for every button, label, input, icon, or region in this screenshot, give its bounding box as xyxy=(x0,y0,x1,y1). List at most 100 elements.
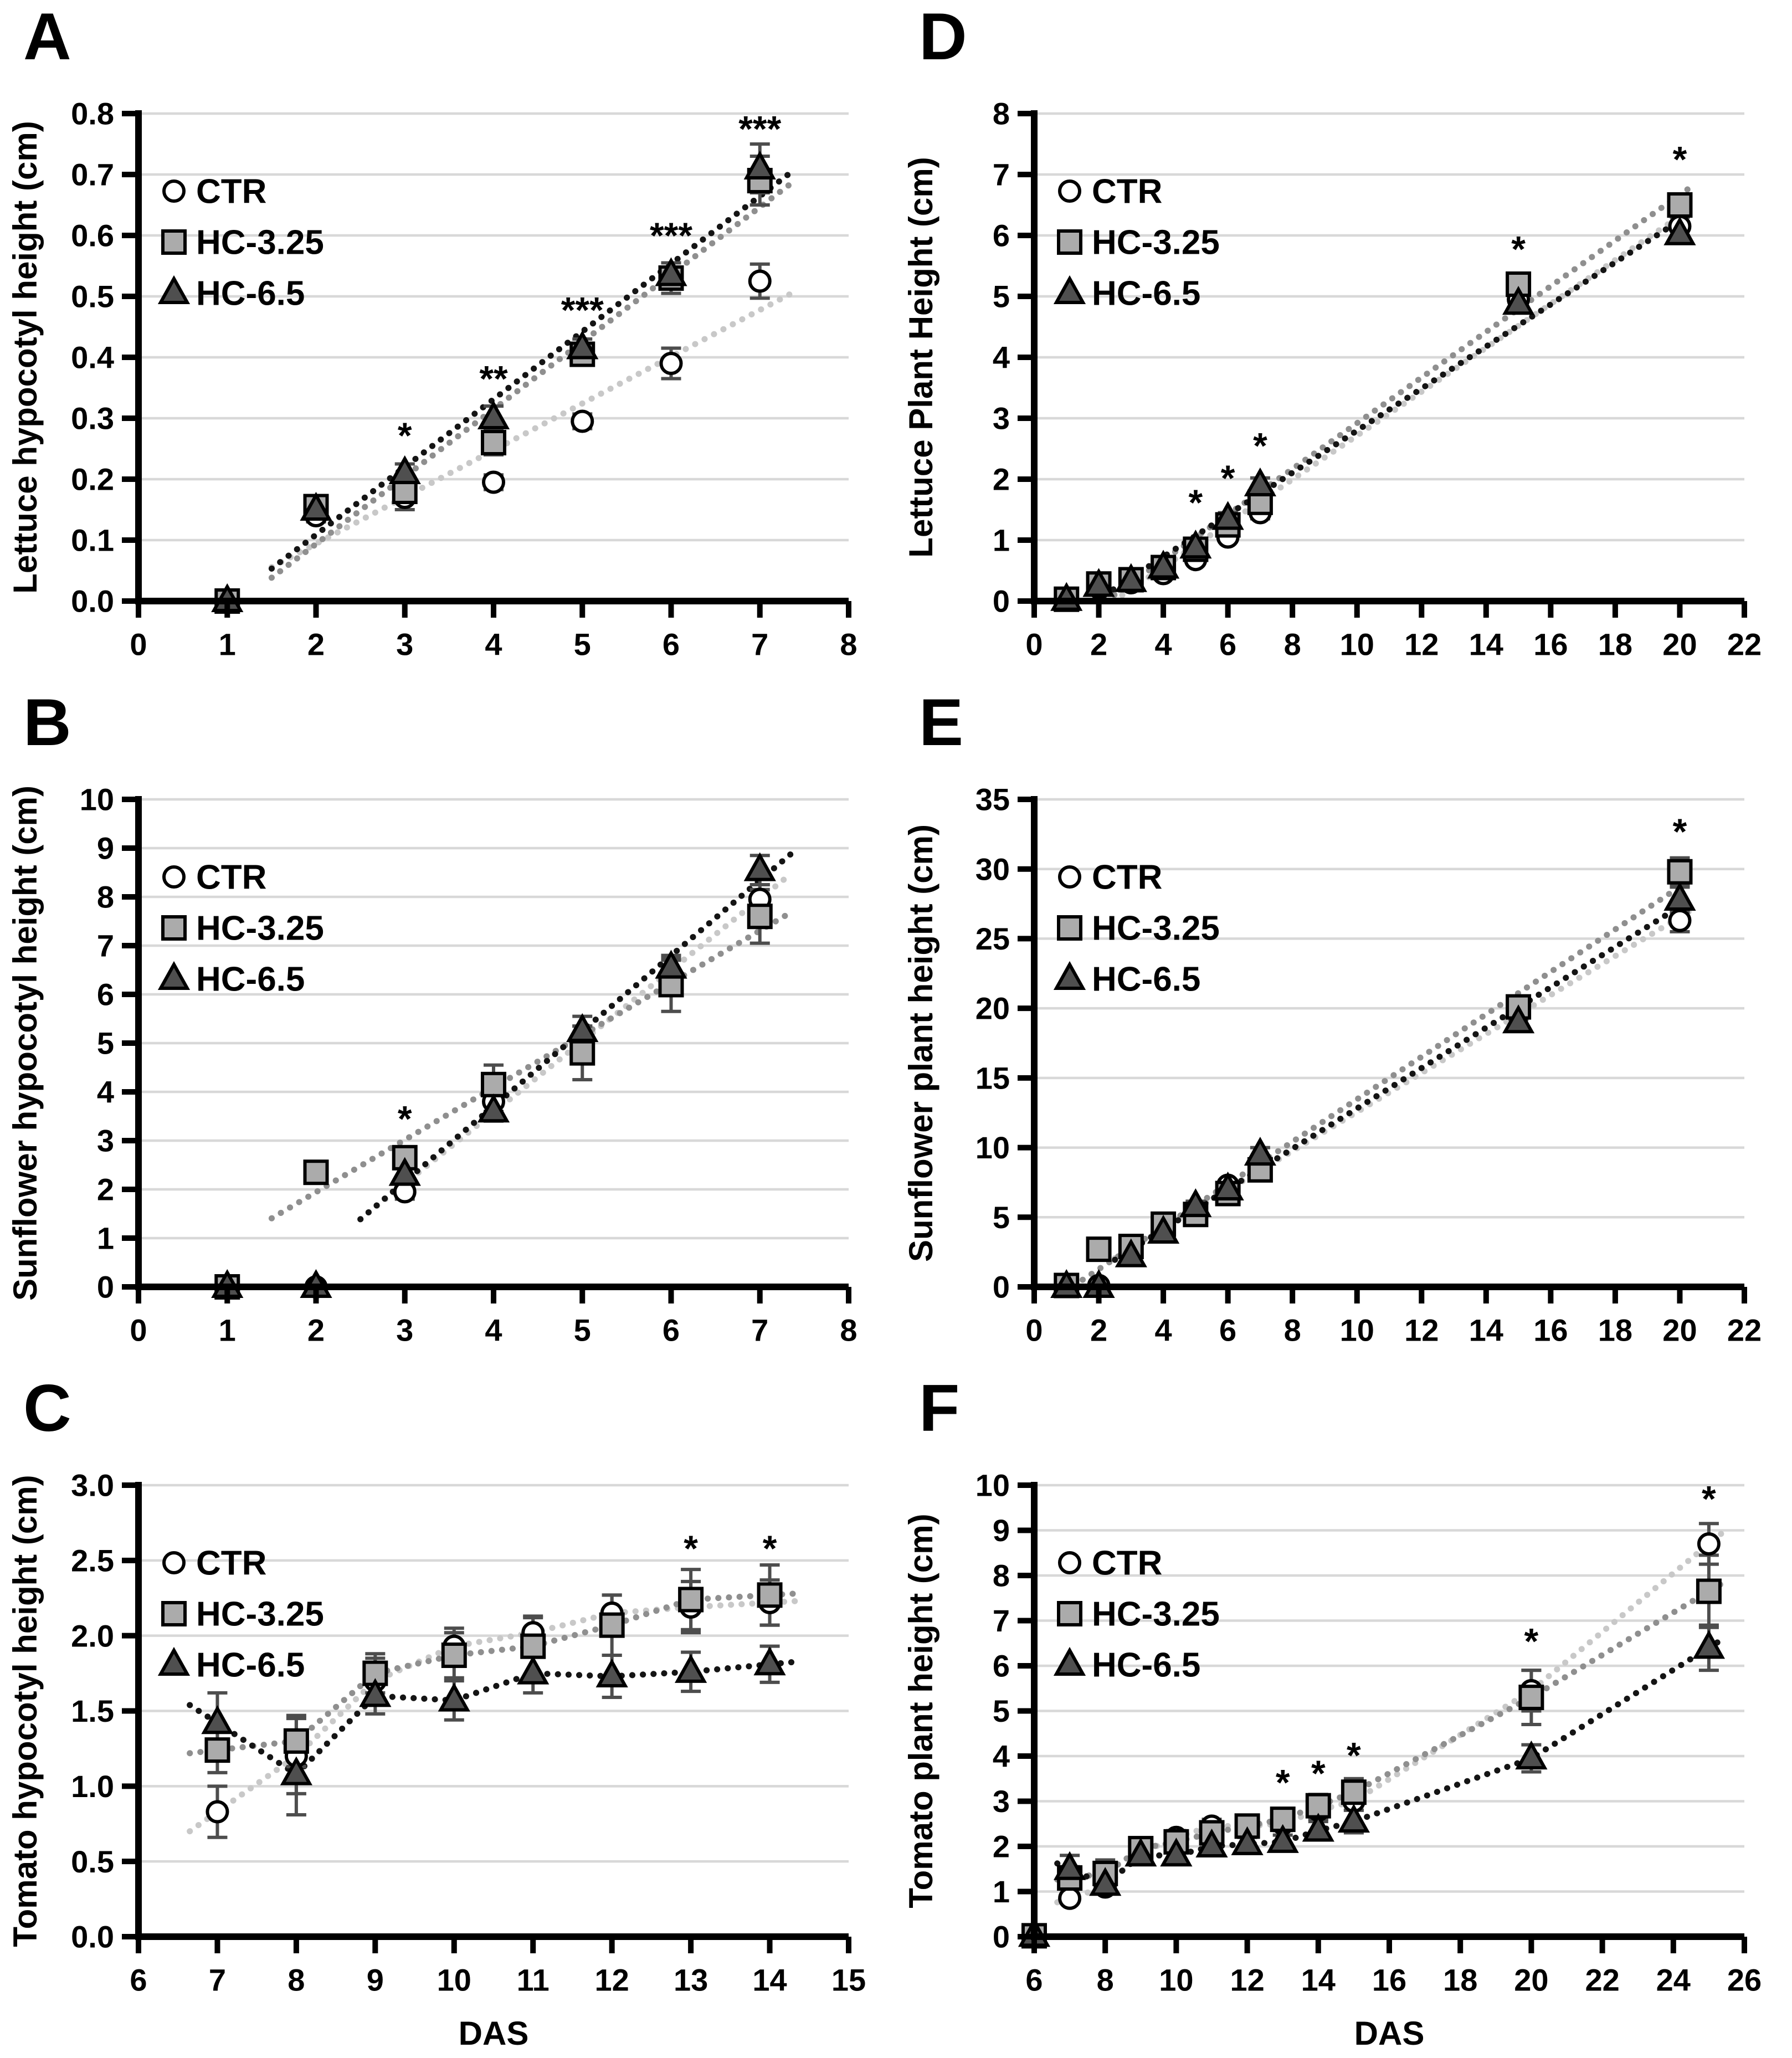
data-point-hc-6-5 xyxy=(477,400,510,429)
y-tick-label: 30 xyxy=(975,851,1010,886)
legend-item-hc-3-25: HC-3.25 xyxy=(1057,1595,1220,1634)
x-tick-label: 20 xyxy=(1662,1313,1697,1348)
legend-item-hc-3-25: HC-3.25 xyxy=(1057,224,1220,262)
panel-B: B 0 1 2 3 4 5 6 7 8 9 10 0 1 2 3 4 5 6 7 8 Sunflower hypocoty… xyxy=(0,686,896,1372)
data-point-ctr xyxy=(571,409,594,433)
legend-label: HC-6.5 xyxy=(1092,1646,1200,1685)
significance-asterisk: * xyxy=(1673,139,1687,180)
y-tick-label: 0.8 xyxy=(71,96,114,131)
data-point-hc-6-5 xyxy=(477,1094,510,1123)
trend-line-hc-3-25 xyxy=(187,1590,800,1757)
y-tick-label: 1 xyxy=(993,1874,1010,1909)
axes xyxy=(122,1482,851,1953)
significance-asterisk: * xyxy=(1702,1479,1716,1520)
data-point-hc-6-5 xyxy=(201,1705,234,1734)
data-point-hc-3-25 xyxy=(599,1612,625,1638)
data-point-hc-6-5 xyxy=(595,1658,628,1688)
data-point-hc-6-5 xyxy=(359,1678,392,1707)
x-tick-label: 2 xyxy=(307,627,325,662)
y-tick-label: 3 xyxy=(993,1784,1010,1819)
x-tick-label: 18 xyxy=(1443,1963,1477,1998)
data-point-hc-6-5 xyxy=(1244,1136,1277,1166)
legend: CTR HC-3.25 HC-6.5 xyxy=(1053,859,1220,999)
x-tick-label: 12 xyxy=(1230,1963,1264,1998)
data-point-hc-6-5 xyxy=(1125,1838,1157,1867)
y-tick-label: 0 xyxy=(993,584,1010,619)
panel-letter: D xyxy=(919,0,967,74)
x-tick-label: 8 xyxy=(1284,1313,1301,1348)
y-tick-label: 1 xyxy=(97,1221,114,1256)
legend-item-hc-6-5: HC-6.5 xyxy=(1053,275,1200,313)
data-point-hc-3-25 xyxy=(1667,192,1693,218)
legend-marker-circle xyxy=(1058,179,1081,203)
legend-marker-circle xyxy=(162,179,186,203)
significance-asterisk: * xyxy=(1524,1620,1539,1661)
y-tick-label: 7 xyxy=(993,157,1010,192)
x-tick-label: 1 xyxy=(219,1313,236,1348)
data-point-hc-6-5 xyxy=(280,1756,312,1785)
legend-label: HC-6.5 xyxy=(1092,961,1200,999)
y-tick-label: 5 xyxy=(97,1026,114,1061)
y-tick-label: 0.1 xyxy=(71,523,114,558)
y-tick-label: 1.0 xyxy=(71,1769,114,1804)
y-tick-label: 3 xyxy=(993,401,1010,436)
data-point-hc-6-5 xyxy=(1195,1828,1228,1857)
trend-line-hc-3-25 xyxy=(268,909,794,1222)
data-point-hc-6-5 xyxy=(388,1157,421,1186)
x-tick-label: 0 xyxy=(130,627,147,662)
x-tick-label: 16 xyxy=(1533,1313,1568,1348)
axes xyxy=(1018,1482,1747,1953)
significance-annotations: * * * * * xyxy=(1276,1479,1716,1803)
data-point-hc-3-25 xyxy=(481,1071,506,1097)
legend-item-hc-3-25: HC-3.25 xyxy=(1057,910,1220,948)
data-point-hc-6-5 xyxy=(300,491,332,521)
y-axis-title: Tomato hypocotyl height (cm) xyxy=(7,1475,44,1947)
x-tick-label: 9 xyxy=(367,1963,384,1998)
legend-marker-square xyxy=(161,1601,187,1626)
y-tick-label: 10 xyxy=(80,782,114,817)
x-tick-label: 14 xyxy=(1469,627,1503,662)
x-tick-label: 22 xyxy=(1585,1963,1619,1998)
x-tick-label: 2 xyxy=(307,1313,325,1348)
x-tick-label: 4 xyxy=(485,1313,502,1348)
legend: CTR HC-3.25 HC-6.5 xyxy=(1053,1544,1220,1685)
legend-marker-triangle xyxy=(157,961,191,990)
legend-label: HC-6.5 xyxy=(196,961,305,999)
significance-asterisk: * xyxy=(1221,458,1235,499)
x-tick-label: 4 xyxy=(1155,627,1172,662)
x-tick-label: 20 xyxy=(1662,627,1697,662)
y-tick-label: 9 xyxy=(97,831,114,866)
data-point-hc-3-25 xyxy=(569,1040,595,1066)
legend-marker-circle xyxy=(162,1551,186,1574)
chart-svg-E: 0 5 10 15 20 25 30 35 0 2 4 6 8 10 12 14 16 18 20 22 Sunflow… xyxy=(902,782,1762,1348)
axes xyxy=(1018,110,1747,618)
axes xyxy=(122,796,851,1303)
legend: CTR HC-3.25 HC-6.5 xyxy=(157,173,324,313)
y-tick-label: 3 xyxy=(97,1123,114,1158)
trend-line-hc-3-25 xyxy=(268,180,794,581)
significance-asterisk: * xyxy=(398,415,412,456)
tick-labels: 0.0 0.5 1.0 1.5 2.0 2.5 3.0 6 7 8 9 10 11 12 13 14 15 xyxy=(71,1468,866,1998)
x-tick-label: 12 xyxy=(1404,1313,1439,1348)
x-tick-label: 5 xyxy=(574,627,591,662)
x-tick-label: 14 xyxy=(1469,1313,1503,1348)
y-tick-label: 2 xyxy=(97,1172,114,1207)
chart-svg-B: 0 1 2 3 4 5 6 7 8 9 10 0 1 2 3 4 5 6 7 8 Sunflower hypocotyl… xyxy=(7,782,858,1348)
data-point-hc-6-5 xyxy=(1211,501,1244,530)
significance-asterisk: *** xyxy=(561,289,604,330)
panel-F: F 0 1 2 3 4 5 6 7 8 9 10 6 8 10 12 14 16 18 20 22 24 26 Tomato … xyxy=(896,1372,1792,2058)
x-tick-label: 15 xyxy=(831,1963,866,1998)
data-point-hc-6-5 xyxy=(1082,568,1115,597)
legend-label: HC-3.25 xyxy=(1092,910,1220,948)
significance-annotations: * * xyxy=(684,1528,777,1569)
legend-label: HC-3.25 xyxy=(1092,224,1220,262)
y-tick-label: 0.6 xyxy=(71,218,114,253)
data-points xyxy=(1018,1532,1726,1949)
x-axis-title: DAS xyxy=(1354,2015,1425,2052)
data-point-hc-6-5 xyxy=(753,1646,786,1676)
tick-labels: 0.0 0.1 0.2 0.3 0.4 0.5 0.6 0.7 0.8 0 1 2 3 4 5 6 7 8 xyxy=(71,96,857,662)
significance-annotations: * xyxy=(1673,811,1687,852)
x-tick-label: 0 xyxy=(1025,627,1043,662)
data-point-hc-6-5 xyxy=(1053,1851,1086,1880)
